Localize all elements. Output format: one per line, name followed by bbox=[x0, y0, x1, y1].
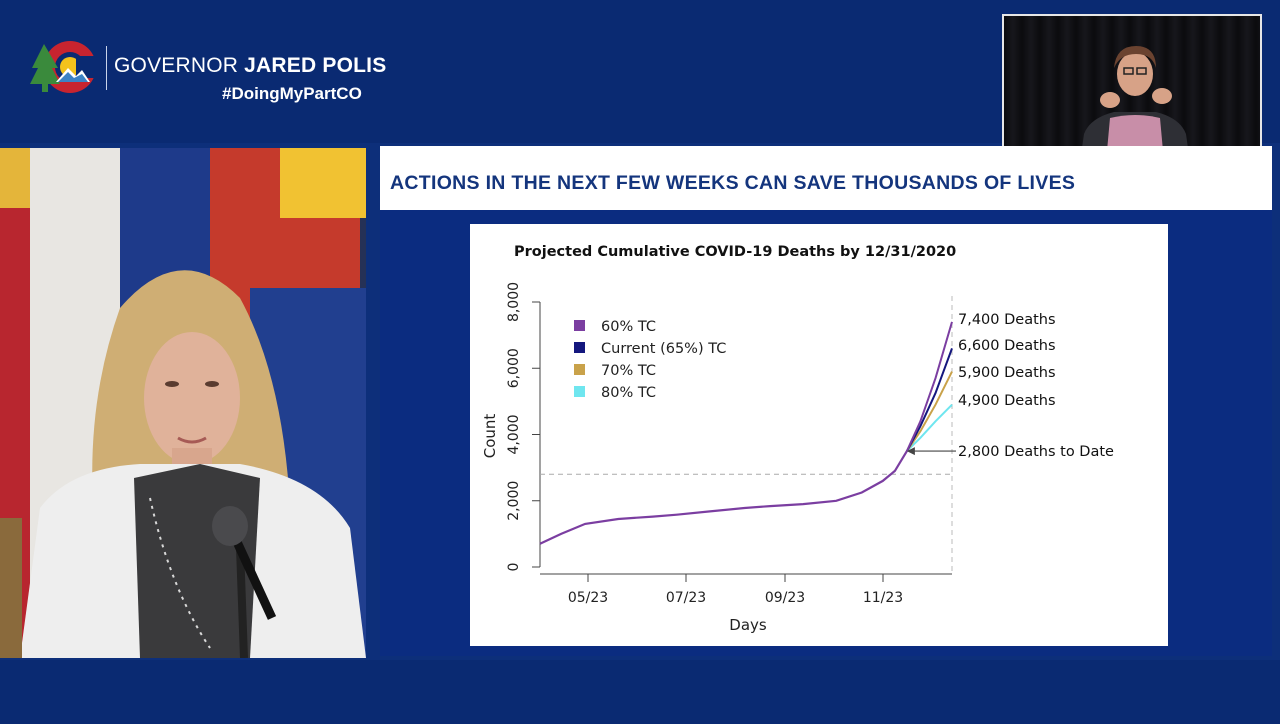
x-tick-label-05-23: 05/23 bbox=[568, 590, 608, 606]
colorado-logo-icon bbox=[30, 41, 100, 93]
historical-deaths-line bbox=[539, 450, 908, 545]
logo-divider bbox=[106, 46, 107, 90]
x-tick-label-11-23: 11/23 bbox=[863, 590, 903, 606]
x-tick-label-07-23: 07/23 bbox=[666, 590, 706, 606]
governor-name: JARED POLIS bbox=[244, 54, 387, 77]
y-tick-label-4000: 4,000 bbox=[506, 414, 522, 454]
governor-title: GOVERNOR JARED POLIS bbox=[114, 54, 386, 78]
legend-swatch-80-tc bbox=[574, 386, 585, 397]
speaker-video bbox=[0, 148, 366, 658]
series-line-current-65-tc bbox=[906, 348, 953, 452]
chart-title: Projected Cumulative COVID-19 Deaths by … bbox=[514, 244, 956, 260]
speaker-scene bbox=[0, 148, 366, 658]
x-axis-label: Days bbox=[729, 616, 767, 634]
end-label-70-tc: 5,900 Deaths bbox=[958, 365, 1056, 381]
bottom-banner bbox=[0, 660, 1280, 724]
legend-swatch-70-tc bbox=[574, 364, 585, 375]
y-axis-label: Count bbox=[481, 414, 499, 459]
series-line-70-tc bbox=[906, 371, 953, 452]
y-axis: 0 2,000 4,000 6,000 8,000 bbox=[506, 282, 540, 572]
legend-label-60-tc: 60% TC bbox=[601, 319, 656, 335]
deaths-to-date-arrowhead bbox=[906, 447, 915, 456]
series-line-60-tc bbox=[905, 321, 953, 452]
slide-header: ACTIONS IN THE NEXT FEW WEEKS CAN SAVE T… bbox=[380, 146, 1272, 210]
governor-label: GOVERNOR bbox=[114, 54, 239, 77]
y-tick-label-6000: 6,000 bbox=[506, 348, 522, 388]
series-line-80-tc bbox=[906, 403, 953, 452]
legend-swatch-60-tc bbox=[574, 320, 585, 331]
legend-label-70-tc: 70% TC bbox=[601, 363, 656, 379]
legend-label-current-65-tc: Current (65%) TC bbox=[601, 341, 726, 357]
deaths-projection-chart: Projected Cumulative COVID-19 Deaths by … bbox=[481, 244, 1114, 634]
y-tick-label-2000: 2,000 bbox=[506, 481, 522, 521]
chart-legend: 60% TC Current (65%) TC 70% TC 80% TC bbox=[574, 319, 726, 401]
x-tick-label-09-23: 09/23 bbox=[765, 590, 805, 606]
end-label-current-65-tc: 6,600 Deaths bbox=[958, 338, 1056, 354]
end-label-60-tc: 7,400 Deaths bbox=[958, 312, 1056, 328]
chart-panel: Projected Cumulative COVID-19 Deaths by … bbox=[470, 224, 1168, 646]
interpreter-figure bbox=[1080, 46, 1190, 158]
hashtag: #DoingMyPartCO bbox=[222, 84, 362, 103]
legend-swatch-current-65-tc bbox=[574, 342, 585, 353]
presentation-slide: ACTIONS IN THE NEXT FEW WEEKS CAN SAVE T… bbox=[380, 146, 1272, 656]
end-label-80-tc: 4,900 Deaths bbox=[958, 393, 1056, 409]
interpreter-video bbox=[1002, 14, 1262, 160]
y-tick-label-8000: 8,000 bbox=[506, 282, 522, 322]
y-tick-label-0: 0 bbox=[506, 563, 522, 572]
x-axis: 05/23 07/23 09/23 11/23 bbox=[568, 574, 903, 606]
legend-label-80-tc: 80% TC bbox=[601, 385, 656, 401]
slide-title: ACTIONS IN THE NEXT FEW WEEKS CAN SAVE T… bbox=[390, 172, 1076, 194]
deaths-to-date-annotation: 2,800 Deaths to Date bbox=[958, 444, 1114, 460]
